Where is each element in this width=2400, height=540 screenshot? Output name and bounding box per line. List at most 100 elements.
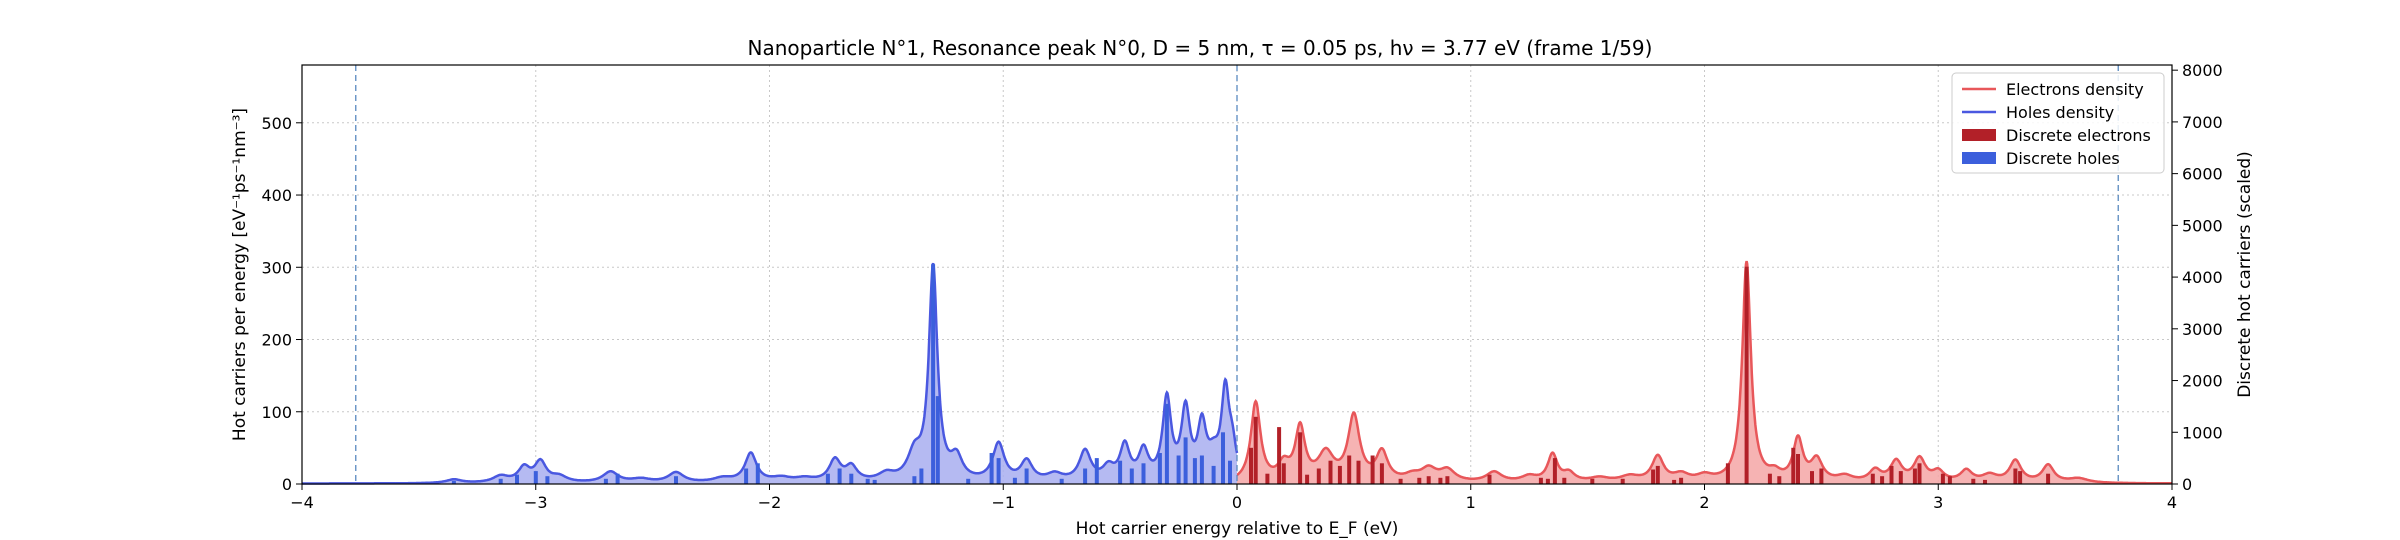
discrete-electron-bar [2018, 471, 2023, 484]
discrete-hole-bar [931, 264, 936, 484]
discrete-electron-bar [1819, 468, 1824, 484]
discrete-hole-bar [1083, 468, 1088, 484]
discrete-hole-bar [1012, 477, 1017, 484]
discrete-hole-bar [1141, 463, 1146, 484]
discrete-electron-bar [1672, 479, 1677, 484]
discrete-electron-bar [1971, 478, 1976, 484]
discrete-electron-bar [1777, 476, 1782, 484]
discrete-electron-bar [1679, 477, 1684, 484]
discrete-hole-bar [849, 473, 854, 484]
discrete-electron-bar [1379, 463, 1384, 484]
discrete-electron-bar [1796, 454, 1800, 484]
discrete-electron-bar [1947, 476, 1952, 484]
x-axis-ticks: −4 −3 −2 −1 0 1 2 3 4 [290, 484, 2177, 512]
discrete-electron-bar [1912, 468, 1917, 484]
discrete-hole-bar [1164, 403, 1169, 484]
electrons-density-line [1236, 260, 2172, 485]
x-axis-label: Hot carrier energy relative to E_F (eV) [1076, 519, 1399, 539]
discrete-hole-bar [1118, 460, 1123, 484]
discrete-electron-bar [1940, 473, 1945, 484]
discrete-bars [451, 264, 2051, 484]
discrete-hole-bar [1183, 437, 1188, 484]
y-right-tick-label: 8000 [2182, 61, 2223, 80]
discrete-electron-bar [1538, 477, 1543, 484]
discrete-hole-bar [615, 473, 620, 484]
legend-label-holes-density: Holes density [2006, 103, 2114, 122]
discrete-electron-bar [1487, 474, 1492, 484]
x-tick-label: 4 [2167, 493, 2177, 512]
x-tick-label: 1 [1466, 493, 1476, 512]
discrete-electron-bar [1791, 447, 1796, 484]
discrete-hole-bar [533, 471, 538, 484]
y-axis-label: Hot carriers per energy [eV⁻¹ps⁻¹nm⁻³] [230, 108, 250, 441]
discrete-electron-bar [1347, 455, 1352, 484]
discrete-hole-bar [989, 453, 994, 484]
discrete-hole-bar [996, 458, 1001, 484]
chart-title: Nanoparticle N°1, Resonance peak N°0, D … [748, 36, 1653, 60]
discrete-electron-bar [1545, 478, 1550, 484]
discrete-electron-bar [2013, 468, 2018, 484]
discrete-electron-bar [1889, 465, 1894, 484]
discrete-hole-bar [872, 479, 877, 484]
x-tick-label: 2 [1699, 493, 1709, 512]
discrete-electron-bar [1620, 478, 1625, 484]
discrete-hole-bar [515, 474, 519, 484]
discrete-hole-bar [865, 478, 870, 484]
discrete-electron-bar [1316, 468, 1321, 484]
y-tick-label: 200 [261, 331, 292, 350]
discrete-hole-bar [545, 476, 550, 484]
legend-label-electrons-density: Electrons density [2006, 80, 2144, 99]
y-right-axis-label: Discrete hot carriers (scaled) [2235, 151, 2255, 398]
discrete-hole-bar [912, 476, 917, 484]
discrete-electron-bar [1417, 477, 1422, 484]
discrete-hole-bar [1024, 468, 1029, 484]
discrete-hole-bar [1199, 455, 1204, 484]
discrete-electron-bar [1767, 473, 1772, 484]
discrete-electron-bar [1655, 465, 1660, 484]
discrete-hole-bar [1221, 432, 1225, 484]
discrete-electron-bar [1305, 474, 1310, 484]
discrete-electron-bar [1445, 476, 1450, 484]
x-tick-label: −1 [991, 493, 1015, 512]
discrete-hole-bar [1157, 453, 1162, 484]
discrete-electron-bar [1880, 476, 1885, 484]
legend: Electrons density Holes density Discrete… [1951, 72, 2165, 174]
discrete-hole-bar [1192, 458, 1197, 484]
discrete-electron-bar [1590, 478, 1595, 484]
y-right-tick-label: 4000 [2182, 268, 2223, 287]
discrete-hole-bar [1094, 458, 1099, 484]
discrete-hole-bar [1176, 455, 1181, 484]
discrete-electron-bar [1370, 455, 1375, 484]
discrete-electron-bar [1438, 477, 1443, 484]
discrete-electron-bar [2046, 473, 2051, 484]
y-tick-label: 400 [261, 186, 292, 205]
y-right-tick-label: 6000 [2182, 165, 2223, 184]
discrete-hole-bar [935, 396, 940, 484]
discrete-hole-bar [744, 468, 749, 484]
discrete-hole-bar [603, 478, 608, 484]
discrete-hole-bar [1228, 460, 1232, 484]
discrete-electron-bar [1744, 266, 1749, 484]
y-right-tick-label: 0 [2182, 475, 2192, 494]
discrete-electron-bar [1870, 473, 1875, 484]
discrete-hole-bar [498, 478, 503, 484]
y-axis-ticks: 0 100 200 300 400 500 [261, 114, 302, 494]
discrete-electron-bar [1983, 479, 1987, 484]
discrete-electron-bar [1725, 463, 1730, 484]
discrete-hole-bar [674, 476, 678, 484]
holes-density-line [302, 262, 1239, 485]
discrete-hole-bar [451, 480, 456, 484]
discrete-electron-bar [1356, 460, 1361, 484]
legend-swatch-discrete-holes [1962, 152, 1996, 164]
y-tick-label: 0 [282, 475, 292, 494]
discrete-electron-bar [1277, 427, 1282, 484]
discrete-hole-bar [919, 468, 924, 484]
legend-swatch-discrete-electrons [1962, 129, 1996, 141]
discrete-hole-bar [837, 468, 842, 484]
discrete-hole-bar [1211, 465, 1216, 484]
discrete-hole-bar [755, 463, 760, 484]
discrete-hole-bar [1059, 478, 1064, 484]
y-tick-label: 500 [261, 114, 292, 133]
discrete-electron-bar [1249, 447, 1253, 484]
